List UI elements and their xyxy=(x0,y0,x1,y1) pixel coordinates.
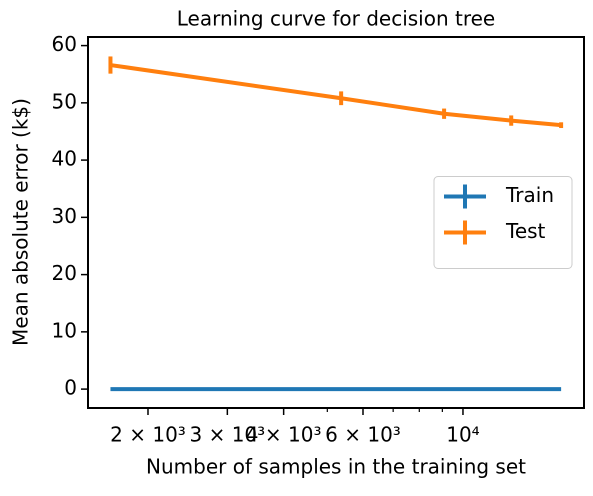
y-tick-label: 40 xyxy=(52,147,77,171)
x-tick-label: 3 × 10³ xyxy=(190,423,266,447)
y-tick-label: 0 xyxy=(64,376,77,400)
y-tick-label: 30 xyxy=(52,204,77,228)
plot-frame xyxy=(87,36,585,409)
y-tick-label: 60 xyxy=(52,32,77,56)
y-tick-label: 20 xyxy=(52,261,77,285)
legend-box xyxy=(433,176,573,269)
x-tick-label: 2 × 10³ xyxy=(110,423,186,447)
legend-label: Train xyxy=(505,183,554,207)
y-axis-label: Mean absolute error (k$) xyxy=(9,98,33,346)
chart-title: Learning curve for decision tree xyxy=(177,7,495,31)
legend-label: Test xyxy=(505,219,546,243)
x-axis-label: Number of samples in the training set xyxy=(146,455,526,479)
x-tick-label: 4 × 10³ xyxy=(246,423,322,447)
x-tick-label: 10⁴ xyxy=(446,423,479,447)
y-tick-label: 50 xyxy=(52,89,77,113)
y-tick-label: 10 xyxy=(52,318,77,342)
x-tick-label: 6 × 10³ xyxy=(325,423,401,447)
series-line xyxy=(110,63,562,128)
